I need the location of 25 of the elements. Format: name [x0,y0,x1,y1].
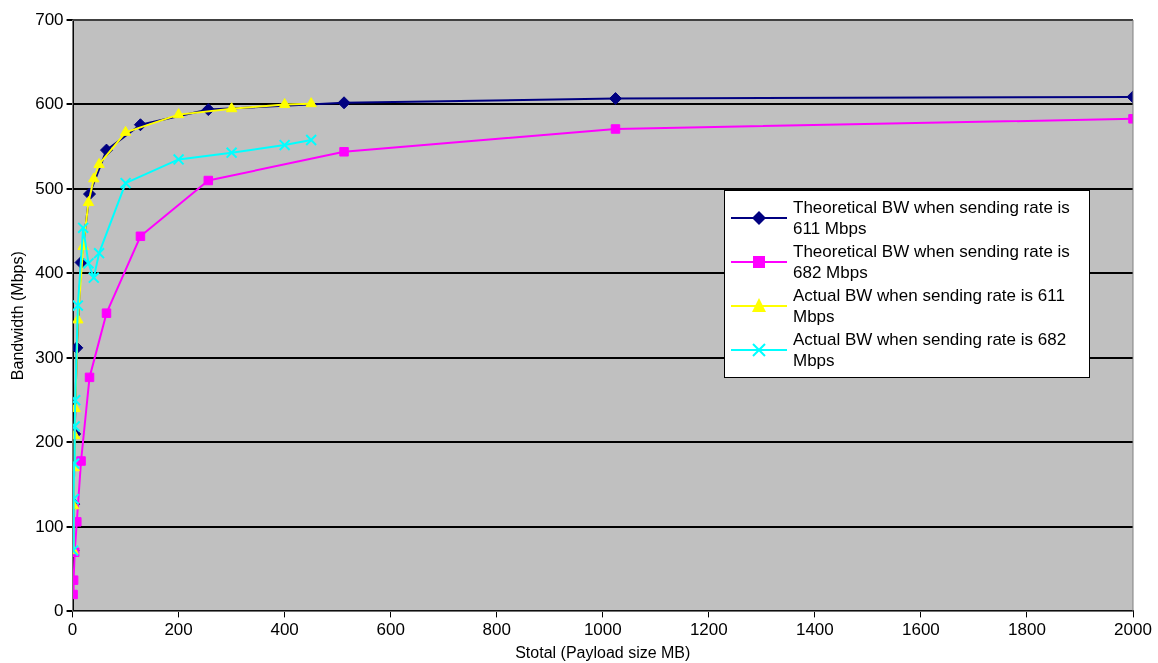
x-tick-label: 800 [482,620,511,640]
x-tick-label: 400 [270,620,299,640]
y-tick-label: 300 [35,347,64,367]
y-tick-label: 600 [35,94,64,114]
y-tick-label: 200 [35,432,64,452]
x-axis-title: Stotal (Payload size MB) [515,643,691,661]
x-tick-label: 1400 [795,620,834,640]
legend-label: Actual BW when sending rate is 611 Mbps [793,285,1066,327]
x-tick-label: 1200 [689,620,728,640]
y-tick-label: 100 [35,516,64,536]
x-tick-label: 0 [67,620,78,640]
legend-label: Actual BW when sending rate is 682 Mbps [793,329,1068,371]
y-axis-title: Bandwidth (Mbps) [9,251,27,381]
x-tick-label: 1000 [583,620,622,640]
x-tick-label: 600 [376,620,405,640]
x-tick-label: 200 [164,620,193,640]
x-tick-label: 1600 [902,620,940,640]
x-tick-label: 2000 [1114,620,1152,640]
y-tick-label: 500 [35,178,64,198]
y-tick-label: 0 [54,601,64,621]
y-tick-label: 400 [35,263,64,283]
legend-label: Theoretical BW when sending rate is 682 Mbps [793,241,1071,283]
legend-label: Theoretical BW when sending rate is 611 Mbps [793,197,1071,239]
y-tick-label: 700 [35,9,64,29]
x-tick-label: 1800 [1008,620,1046,640]
